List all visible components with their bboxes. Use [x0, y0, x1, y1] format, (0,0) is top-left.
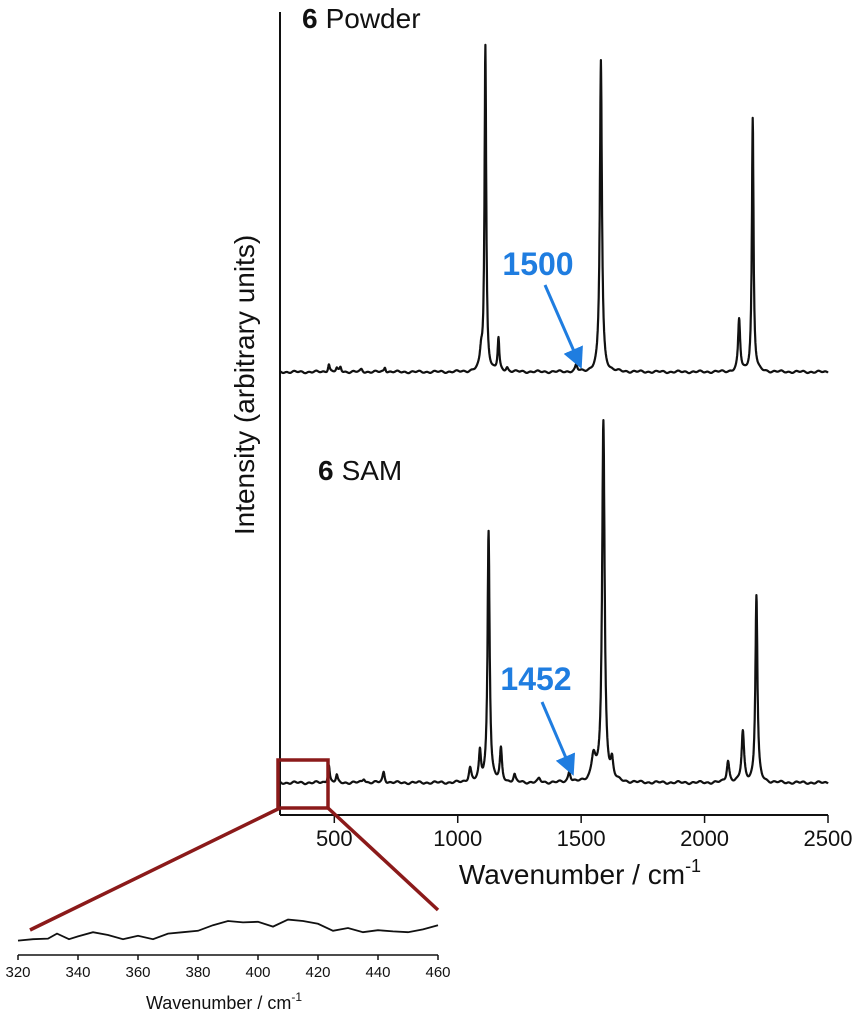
- annotation-1452-arrow: [540, 701, 576, 776]
- zoom-region-box: [276, 758, 330, 810]
- x-tick-label-1000: 1000: [433, 826, 482, 851]
- x-tick-label-2500: 2500: [804, 826, 853, 851]
- x-tick-group: 500 1000 1500 2000 2500: [316, 815, 853, 851]
- zoom-connector-left: [29, 806, 281, 932]
- zoom-connector-right: [326, 806, 440, 912]
- powder-label: 6 Powder: [302, 3, 421, 34]
- inset-x-tick-label-320: 320: [5, 964, 30, 981]
- inset-x-tick-label-380: 380: [185, 964, 210, 981]
- inset-x-tick-label-440: 440: [365, 964, 390, 981]
- x-tick-label-2000: 2000: [680, 826, 729, 851]
- inset-spectrum-line: [17, 918, 439, 942]
- sam-spectrum-line: [279, 419, 829, 786]
- inset-x-tick-label-360: 360: [125, 964, 150, 981]
- inset-x-tick-label-340: 340: [65, 964, 90, 981]
- annotation-1500: 1500: [502, 246, 573, 282]
- x-tick-label-1500: 1500: [557, 826, 606, 851]
- inset-x-tick-group: 320 340 360 380 400 420 440 460: [5, 955, 451, 981]
- x-axis-label: Wavenumber / cm-1: [459, 856, 701, 890]
- powder-spectrum-line: [279, 43, 829, 375]
- inset-x-tick-label-420: 420: [305, 964, 330, 981]
- sam-label: 6 SAM: [318, 455, 402, 486]
- y-axis-label: Intensity (arbitrary units): [229, 235, 260, 535]
- inset-x-tick-label-460: 460: [425, 964, 450, 981]
- x-tick-label-500: 500: [316, 826, 353, 851]
- annotation-1452: 1452: [500, 661, 571, 697]
- inset-x-tick-label-400: 400: [245, 964, 270, 981]
- inset-x-axis-label: Wavenumber / cm-1: [146, 990, 302, 1013]
- annotation-1500-arrow: [543, 284, 583, 369]
